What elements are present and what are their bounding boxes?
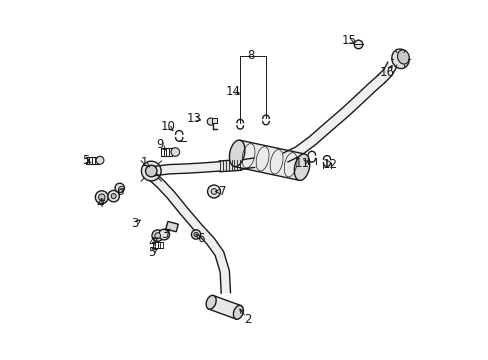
Text: 4: 4 — [148, 236, 155, 249]
Bar — [212, 118, 216, 123]
Polygon shape — [219, 159, 241, 172]
Circle shape — [155, 233, 160, 238]
Text: 9: 9 — [156, 138, 163, 151]
Circle shape — [159, 229, 169, 240]
Text: 10: 10 — [161, 121, 176, 134]
Circle shape — [99, 194, 105, 201]
Circle shape — [108, 190, 119, 202]
Circle shape — [353, 40, 362, 49]
Text: 5: 5 — [148, 246, 155, 259]
Text: 12: 12 — [322, 158, 337, 171]
Text: 6: 6 — [116, 185, 123, 198]
Bar — [207, 295, 241, 319]
Circle shape — [194, 232, 198, 237]
Circle shape — [152, 230, 163, 241]
Text: 15: 15 — [341, 34, 356, 48]
Text: 7: 7 — [218, 185, 225, 198]
Text: 3: 3 — [161, 228, 168, 241]
Circle shape — [171, 148, 179, 156]
Polygon shape — [240, 158, 254, 170]
Text: 3: 3 — [131, 217, 139, 230]
Text: 8: 8 — [247, 49, 254, 62]
Text: 5: 5 — [82, 154, 89, 167]
Polygon shape — [153, 162, 219, 176]
Ellipse shape — [229, 140, 244, 167]
Polygon shape — [377, 62, 396, 82]
Text: 2: 2 — [244, 312, 251, 326]
Circle shape — [207, 185, 220, 198]
Circle shape — [211, 189, 217, 194]
Text: 14: 14 — [225, 85, 240, 98]
Text: 4: 4 — [97, 197, 104, 210]
Polygon shape — [283, 75, 384, 162]
Circle shape — [191, 230, 201, 239]
Circle shape — [95, 191, 108, 204]
Circle shape — [207, 118, 214, 125]
Text: 1: 1 — [141, 156, 148, 169]
Text: 16: 16 — [379, 66, 394, 79]
Ellipse shape — [145, 165, 157, 177]
Ellipse shape — [141, 161, 161, 181]
Text: 13: 13 — [186, 112, 202, 125]
Ellipse shape — [397, 50, 408, 64]
Bar — [234, 140, 304, 180]
Circle shape — [111, 194, 116, 199]
Polygon shape — [150, 174, 230, 293]
Ellipse shape — [233, 305, 243, 319]
Ellipse shape — [391, 49, 408, 68]
Text: 6: 6 — [197, 231, 204, 244]
Ellipse shape — [206, 295, 216, 309]
Ellipse shape — [294, 154, 309, 180]
Circle shape — [96, 156, 104, 164]
Bar — [165, 221, 178, 232]
Circle shape — [115, 183, 124, 193]
Text: 11: 11 — [294, 157, 309, 170]
